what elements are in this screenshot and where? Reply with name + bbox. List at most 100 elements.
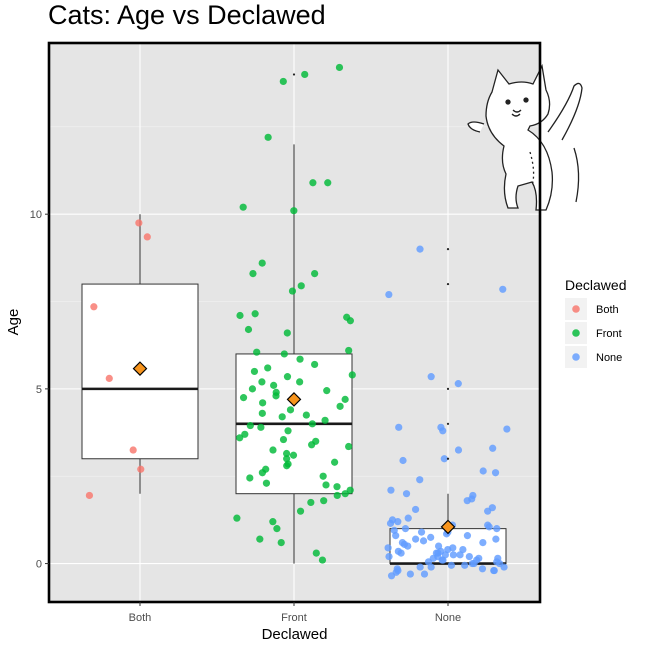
point-front — [272, 392, 280, 400]
point-front — [279, 77, 287, 86]
point-front — [319, 472, 327, 480]
point-front — [336, 402, 344, 410]
point-none — [479, 539, 487, 547]
point-none — [429, 554, 437, 562]
point-front — [279, 435, 288, 444]
chart-title: Cats: Age vs Declawed — [48, 0, 326, 30]
x-tick-label: None — [435, 612, 461, 624]
point-front — [308, 441, 316, 449]
point-front — [283, 329, 291, 337]
point-none — [439, 556, 447, 564]
point-front — [248, 385, 257, 393]
point-front — [251, 310, 259, 318]
point-none — [489, 444, 497, 452]
point-none — [384, 544, 392, 552]
point-front — [307, 498, 315, 507]
point-front — [250, 367, 259, 376]
point-none — [419, 537, 428, 545]
point-front — [322, 481, 330, 489]
point-none — [416, 563, 424, 571]
point-front — [288, 287, 297, 295]
point-none — [406, 570, 414, 578]
point-front — [318, 556, 327, 564]
point-none — [417, 528, 426, 536]
point-front — [273, 525, 281, 533]
legend-label: Front — [596, 328, 622, 340]
point-front — [308, 420, 316, 428]
point-none — [465, 552, 473, 561]
point-front — [311, 360, 319, 369]
point-front — [239, 203, 247, 211]
point-none — [490, 566, 498, 575]
point-none — [394, 518, 402, 526]
point-front — [270, 381, 278, 389]
point-front — [258, 469, 267, 477]
point-none — [447, 561, 455, 569]
point-none — [387, 572, 396, 580]
point-none — [492, 535, 500, 543]
point-none — [499, 285, 507, 293]
point-none — [439, 427, 447, 435]
point-front — [277, 539, 285, 547]
point-none — [385, 290, 393, 299]
point-front — [302, 411, 310, 419]
point-none — [420, 570, 429, 578]
jitter-points — [85, 63, 511, 580]
point-front — [345, 442, 353, 451]
point-none — [416, 245, 424, 253]
point-none — [427, 373, 435, 381]
point-none — [503, 425, 511, 433]
x-tick-label: Front — [281, 612, 307, 624]
point-none — [494, 554, 502, 562]
point-front — [257, 423, 265, 431]
point-none — [500, 563, 508, 571]
point-both — [105, 374, 113, 382]
point-none — [395, 423, 403, 431]
point-front — [333, 491, 341, 500]
point-front — [236, 311, 244, 320]
point-front — [296, 378, 304, 386]
point-none — [427, 533, 435, 541]
mean-markers — [132, 361, 456, 535]
point-none — [484, 507, 492, 515]
axes: 0 5 10 Both Front None — [30, 209, 461, 624]
outlier-point — [446, 387, 450, 390]
point-front — [258, 259, 266, 267]
point-none — [411, 505, 420, 514]
point-none — [454, 380, 462, 388]
point-none — [491, 469, 500, 477]
point-front — [236, 434, 244, 442]
point-both — [143, 233, 151, 241]
point-front — [296, 507, 305, 515]
point-front — [333, 483, 341, 491]
mean-marker — [440, 519, 456, 535]
point-front — [241, 430, 249, 438]
point-front — [345, 346, 353, 355]
point-front — [280, 350, 288, 358]
point-none — [434, 542, 443, 550]
point-front — [290, 207, 298, 215]
legend-label: Both — [596, 304, 619, 316]
point-none — [416, 476, 424, 484]
point-both — [137, 465, 145, 473]
point-front — [321, 416, 329, 424]
point-front — [309, 179, 317, 187]
point-none — [404, 542, 412, 550]
point-front — [311, 269, 319, 278]
outlier-point — [446, 457, 450, 460]
point-none — [385, 552, 393, 561]
point-none — [449, 551, 458, 559]
point-front — [312, 549, 320, 557]
y-axis-title: Age — [5, 309, 22, 336]
point-front — [286, 406, 295, 414]
outlier-point — [446, 248, 450, 251]
point-front — [253, 348, 261, 356]
point-none — [402, 490, 411, 498]
point-front — [346, 486, 354, 494]
point-none — [493, 525, 501, 533]
point-front — [246, 421, 254, 430]
point-front — [283, 462, 291, 470]
point-front — [335, 63, 344, 72]
point-front — [297, 282, 305, 290]
